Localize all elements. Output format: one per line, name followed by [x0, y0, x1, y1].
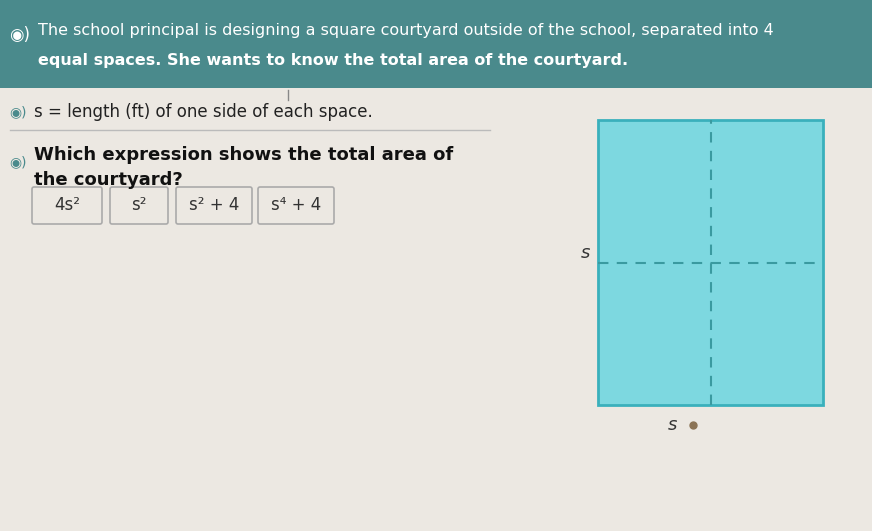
Text: s: s [668, 416, 677, 434]
FancyBboxPatch shape [258, 187, 334, 224]
Bar [0, 88, 872, 531]
Text: 4s²: 4s² [54, 196, 80, 215]
Text: s²: s² [132, 196, 146, 215]
FancyBboxPatch shape [176, 187, 252, 224]
Text: ◉): ◉) [10, 26, 31, 44]
Text: Which expression shows the total area of: Which expression shows the total area of [34, 146, 453, 164]
Bar [598, 120, 823, 405]
Text: s⁴ + 4: s⁴ + 4 [271, 196, 321, 215]
Bar [0, 0, 872, 88]
Text: The school principal is designing a square courtyard outside of the school, sepa: The school principal is designing a squa… [38, 22, 773, 38]
Text: equal spaces. She wants to know the total area of the courtyard.: equal spaces. She wants to know the tota… [38, 53, 628, 67]
FancyBboxPatch shape [110, 187, 168, 224]
FancyBboxPatch shape [32, 187, 102, 224]
Text: ◉): ◉) [10, 105, 27, 119]
Text: s: s [580, 244, 589, 261]
Text: s² + 4: s² + 4 [189, 196, 239, 215]
Text: s = length (ft) of one side of each space.: s = length (ft) of one side of each spac… [34, 103, 372, 121]
Text: ◉): ◉) [10, 155, 27, 169]
Text: the courtyard?: the courtyard? [34, 171, 183, 189]
